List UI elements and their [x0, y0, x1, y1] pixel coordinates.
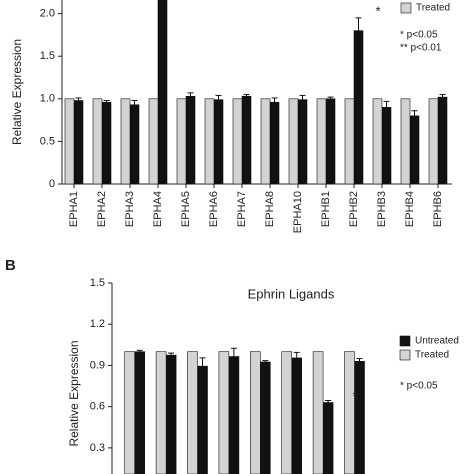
annotation: *: [352, 388, 357, 403]
bar: [291, 357, 303, 474]
bar: [197, 365, 208, 474]
bar: [204, 98, 215, 185]
annotation: * p<0.05: [400, 30, 438, 41]
annotation: *: [375, 3, 380, 18]
bar: [165, 354, 177, 474]
y-tick-label: 0.6: [90, 401, 105, 413]
legend-label: Untreated: [415, 336, 459, 347]
bar: [157, 0, 168, 185]
bar: [232, 98, 243, 185]
x-tick-label: EPHB2: [348, 191, 360, 227]
bar: [381, 107, 392, 185]
bar: [187, 351, 198, 474]
bar: [344, 98, 355, 185]
bar: [322, 402, 334, 474]
bar: [213, 99, 224, 185]
legend-swatch: [399, 349, 411, 361]
y-tick-label: 0.3: [90, 442, 105, 454]
bar: [260, 98, 271, 185]
x-tick-label: EPHA8: [264, 191, 276, 227]
bar: [259, 361, 271, 474]
y-tick-label: 1.5: [40, 50, 55, 62]
bar: [437, 96, 448, 185]
bar: [400, 98, 411, 185]
bar: [353, 30, 364, 185]
bar: [228, 356, 240, 474]
bar: [64, 98, 75, 185]
x-tick-label: EPHA6: [208, 191, 220, 227]
y-tick-label: 0.9: [90, 359, 105, 371]
x-tick-label: EPHB4: [404, 191, 416, 227]
bar: [288, 98, 299, 185]
y-tick-label: 2.0: [40, 8, 55, 20]
bar: [325, 98, 336, 185]
legend-label: Treated: [415, 350, 449, 361]
bar: [297, 99, 308, 185]
y-axis-label: Relative Expression: [67, 340, 81, 446]
bar: [124, 351, 135, 474]
bar: [344, 351, 355, 474]
bar: [281, 351, 293, 474]
legend-swatch: [399, 335, 411, 347]
bar: [129, 104, 140, 185]
bar: [101, 101, 112, 185]
bar: [372, 98, 383, 185]
bar: [155, 351, 167, 474]
bar: [250, 351, 261, 474]
bar: [409, 115, 420, 185]
y-tick-label: 1.2: [90, 318, 105, 330]
legend-swatch: [400, 2, 412, 14]
x-tick-label: EPHA4: [152, 191, 164, 227]
bar: [312, 351, 324, 474]
chart-title: Ephrin Ligands: [248, 286, 335, 301]
bar: [316, 98, 327, 185]
x-tick-label: EPHB1: [320, 191, 332, 227]
bar: [185, 95, 196, 185]
bar: [176, 98, 187, 185]
annotation: ** p<0.01: [400, 43, 442, 54]
bar: [148, 98, 159, 185]
bar: [269, 101, 280, 185]
annotation: * p<0.05: [400, 381, 438, 392]
x-tick-label: EPHB3: [376, 191, 388, 227]
x-tick-label: EPHA10: [292, 191, 304, 233]
bar: [428, 98, 439, 185]
bar: [354, 361, 365, 474]
panel-label: B: [5, 257, 16, 274]
legend-label: Treated: [416, 3, 450, 14]
x-tick-label: EPHA2: [96, 191, 108, 227]
bar: [241, 95, 252, 185]
y-tick-label: 1.0: [40, 93, 55, 105]
bar: [92, 98, 103, 185]
bar: [134, 351, 145, 474]
x-tick-label: EPHB6: [432, 191, 444, 227]
x-tick-label: EPHA1: [68, 191, 80, 227]
x-tick-label: EPHA7: [236, 191, 248, 227]
bar: [120, 98, 131, 185]
bar: [218, 351, 230, 474]
x-tick-label: EPHA5: [180, 191, 192, 227]
y-tick-label: 0.5: [40, 135, 55, 147]
y-axis-label: Relative Expression: [10, 39, 24, 145]
y-tick-label: 1.5: [90, 277, 105, 289]
x-tick-label: EPHA3: [124, 191, 136, 227]
y-tick-label: 0: [49, 178, 55, 190]
bar: [73, 100, 84, 185]
